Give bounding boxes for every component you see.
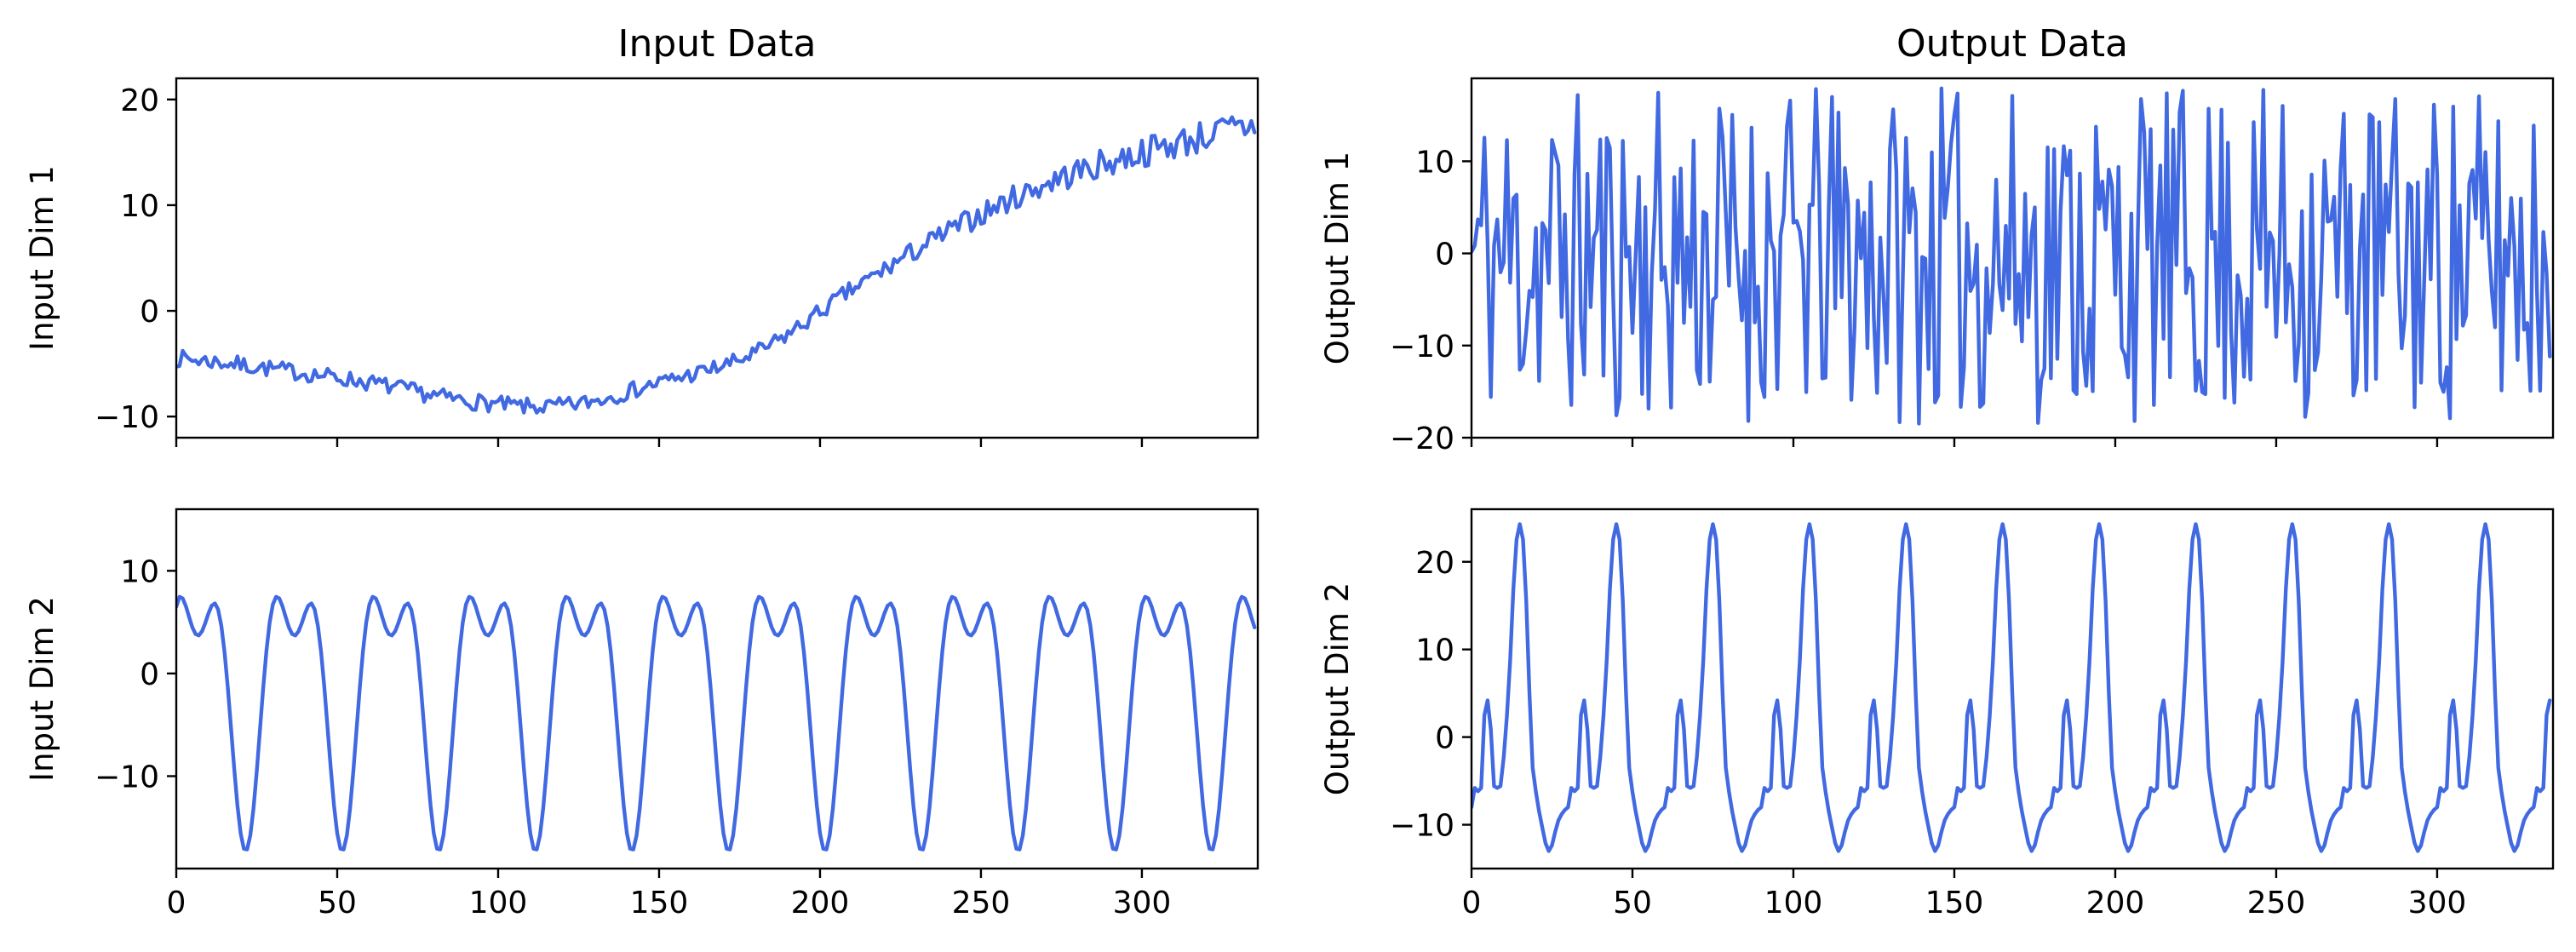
series-line-input-dim-1 — [176, 115, 1257, 415]
series-line-input-dim-2 — [176, 594, 1257, 852]
y-tick-label: 0 — [1435, 238, 1454, 272]
y-tick-label: 10 — [1415, 145, 1454, 180]
y-tick-label: 0 — [140, 295, 159, 330]
x-tick-label: 200 — [791, 886, 850, 920]
series-line-output-dim-1 — [1472, 86, 2552, 426]
series-line-output-dim-2 — [1472, 522, 2552, 853]
y-tick-label: 0 — [1435, 721, 1454, 756]
axes-frame — [175, 77, 1259, 439]
y-axis-label: Output Dim 1 — [1319, 152, 1356, 364]
x-tick-label: 300 — [1113, 886, 1172, 920]
y-axis-label: Output Dim 2 — [1319, 582, 1356, 795]
y-tick-label: −10 — [1390, 809, 1454, 844]
y-axis-label: Input Dim 1 — [24, 165, 60, 351]
axes-frame — [1470, 77, 2555, 439]
y-tick-label: 20 — [1415, 546, 1454, 581]
x-tick-label: 150 — [630, 886, 689, 920]
x-tick-label: 150 — [1925, 886, 1984, 920]
y-tick-label: −10 — [95, 760, 159, 794]
y-tick-label: 20 — [120, 83, 159, 118]
x-tick-label: 100 — [469, 886, 528, 920]
axes-frame — [1470, 508, 2555, 870]
x-tick-label: 250 — [952, 886, 1011, 920]
x-tick-label: 50 — [318, 886, 357, 920]
y-axis-label: Input Dim 2 — [24, 596, 60, 782]
axes-frame — [175, 508, 1259, 870]
x-tick-label: 50 — [1613, 886, 1652, 920]
y-tick-label: 0 — [140, 657, 159, 692]
x-tick-label: 100 — [1764, 886, 1823, 920]
y-tick-label: 10 — [120, 554, 159, 589]
subplot-title: Output Data — [1896, 22, 2128, 66]
panel-output-dim-2: 0 50 100 150 200 250 300 −10 0 10 20 Output Dim 2 — [1319, 508, 2555, 920]
panel-input-dim-2: 0 50 100 150 200 250 300 −10 0 10 Input Dim 2 — [24, 508, 1259, 920]
subplot-title: Input Data — [618, 22, 817, 66]
y-tick-label: −20 — [1390, 422, 1454, 456]
y-tick-label: −10 — [1390, 330, 1454, 364]
panel-input-dim-1: −10 0 10 20 Input Dim 1 Input Data — [24, 22, 1259, 447]
y-tick-label: 10 — [120, 189, 159, 224]
x-tick-label: 0 — [1462, 886, 1482, 920]
y-tick-label: −10 — [95, 400, 159, 435]
panel-output-dim-1: −20 −10 0 10 Output Dim 1 Output Data — [1319, 22, 2555, 456]
x-tick-label: 0 — [167, 886, 186, 920]
x-tick-label: 200 — [2086, 886, 2145, 920]
x-tick-label: 300 — [2408, 886, 2467, 920]
y-tick-label: 10 — [1415, 634, 1454, 668]
x-tick-label: 250 — [2247, 886, 2306, 920]
